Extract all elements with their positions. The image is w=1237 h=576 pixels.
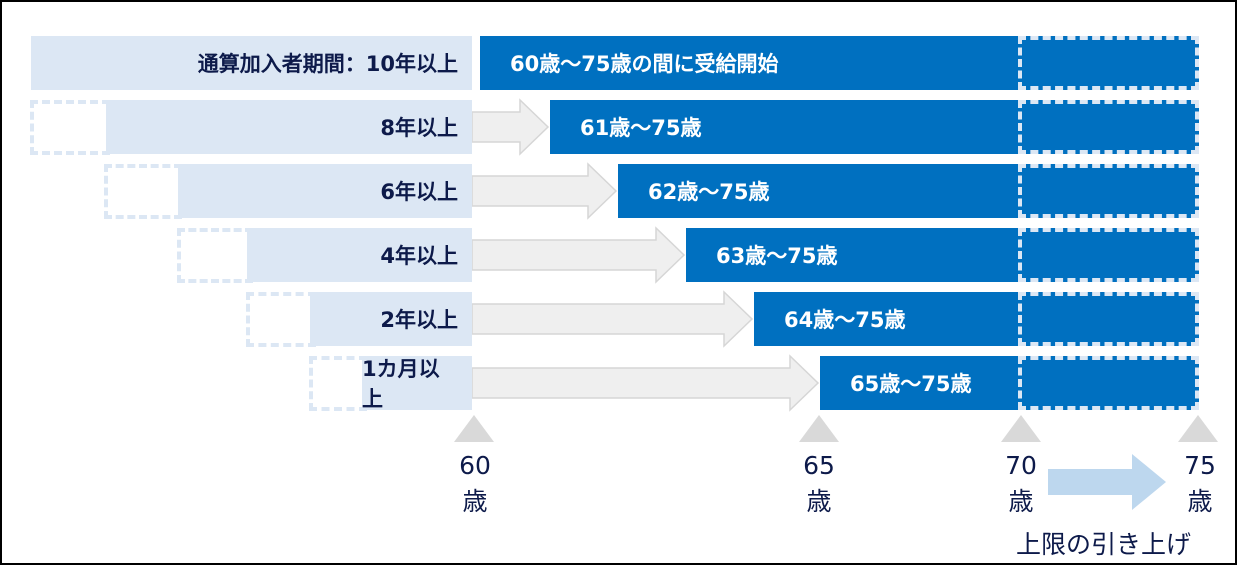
gray-arrow-row-4 <box>472 290 754 348</box>
ghost-box-row-3 <box>177 228 253 283</box>
tick-label-75: 75 歳 <box>1170 448 1230 520</box>
period-label-row-0: 通算加入者期間：10年以上 <box>31 36 472 90</box>
period-label-row-5: 1カ月以上 <box>362 356 472 411</box>
tick-marker-75 <box>1178 415 1218 442</box>
extension-box-row-3 <box>1018 228 1199 282</box>
tick-marker-70 <box>1001 415 1041 442</box>
period-label-row-4: 2年以上 <box>310 292 472 346</box>
range-bar-row-0: 60歳〜75歳の間に受給開始 <box>480 36 1020 90</box>
extension-box-row-5 <box>1018 356 1199 410</box>
extension-box-row-4 <box>1018 292 1199 346</box>
tick-value: 60 <box>459 451 491 480</box>
gray-arrow-row-3 <box>472 226 686 284</box>
tick-value: 65 <box>803 451 835 480</box>
range-bar-row-2: 62歳〜75歳 <box>618 164 1020 218</box>
range-bar-row-5: 65歳〜75歳 <box>820 356 1020 410</box>
extension-arrow-icon <box>1048 454 1166 510</box>
ghost-box-row-1 <box>30 100 110 155</box>
tick-value: 70 <box>1005 451 1037 480</box>
ghost-box-row-2 <box>104 164 182 219</box>
tick-marker-60 <box>454 415 494 442</box>
tick-unit: 歳 <box>806 487 832 516</box>
tick-marker-65 <box>799 415 839 442</box>
range-bar-row-4: 64歳〜75歳 <box>754 292 1020 346</box>
gray-arrow-row-2 <box>472 162 618 220</box>
tick-value: 75 <box>1184 451 1216 480</box>
tick-label-60: 60 歳 <box>445 448 505 520</box>
tick-unit: 歳 <box>1008 487 1034 516</box>
ghost-box-row-5 <box>309 356 367 411</box>
tick-unit: 歳 <box>462 487 488 516</box>
tick-label-70: 70 歳 <box>991 448 1051 520</box>
period-label-row-2: 6年以上 <box>178 164 472 218</box>
gray-arrow-row-5 <box>472 354 820 412</box>
range-bar-row-1: 61歳〜75歳 <box>550 100 1020 154</box>
extension-box-row-1 <box>1018 100 1199 154</box>
range-bar-row-3: 63歳〜75歳 <box>686 228 1020 282</box>
tick-unit: 歳 <box>1187 487 1213 516</box>
extension-box-row-2 <box>1018 164 1199 218</box>
period-label-row-1: 8年以上 <box>106 100 472 154</box>
extension-box-row-0 <box>1018 36 1199 90</box>
gray-arrow-row-1 <box>472 98 550 156</box>
period-label-row-3: 4年以上 <box>247 228 472 282</box>
extension-caption: 上限の引き上げ <box>1016 530 1192 559</box>
ghost-box-row-4 <box>246 292 316 347</box>
tick-label-65: 65 歳 <box>789 448 849 520</box>
